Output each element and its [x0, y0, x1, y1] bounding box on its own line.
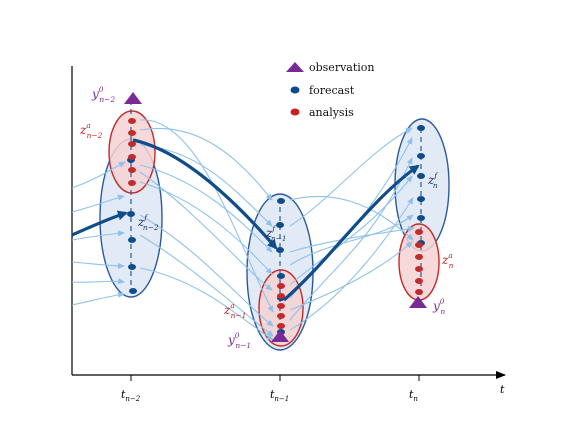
ensemble-trajectory [71, 161, 126, 189]
ensemble-trajectory [289, 225, 415, 253]
analysis-member [415, 266, 423, 272]
forecast-member [417, 215, 425, 221]
ensemble-trajectory [289, 197, 414, 331]
ensemble-trajectory [289, 127, 413, 227]
analysis-member [277, 313, 285, 319]
forecast-member [128, 264, 136, 270]
ensemble-trajectory [139, 119, 274, 313]
ensemble-trajectory [289, 214, 414, 266]
analysis-ellipse-n-2 [108, 110, 156, 194]
mean-trajectory-segment [132, 138, 278, 250]
time-axis-label: t [500, 383, 505, 396]
forecast-member [417, 153, 425, 159]
ensemble-trajectory [139, 171, 273, 291]
ensemble-trajectory [139, 234, 274, 337]
label-fc_n1: zf n−1 [265, 224, 287, 243]
forecast-member [277, 198, 285, 204]
observation-marker [124, 92, 142, 104]
forecast-member [277, 273, 285, 279]
legend-label: analysis [309, 106, 354, 119]
forecast-member [417, 196, 425, 202]
observation-marker [409, 296, 427, 308]
analysis-member [128, 167, 136, 173]
observations [124, 92, 427, 342]
analysis-member [128, 180, 136, 186]
ensemble-trajectory [71, 194, 125, 213]
label-fc_n: zf n [427, 171, 438, 190]
analysis-member [277, 293, 285, 299]
ensemble-trajectory [289, 241, 413, 311]
tick-label: tn−1 [270, 388, 289, 403]
forecast-member [417, 173, 425, 179]
analysis-member [415, 242, 423, 248]
label-obs_n2: y0 n−2 [91, 85, 115, 104]
mean-trajectory-segment [71, 210, 128, 237]
ensemble-trajectory [71, 278, 125, 285]
tick-label: tn−2 [121, 388, 141, 403]
ensemble-trajectory [139, 214, 274, 327]
ensemble-trajectory [139, 128, 273, 201]
analysis-member [277, 303, 285, 309]
forecast-member [276, 222, 284, 228]
legend-forecast-icon [290, 86, 300, 94]
analysis-member [128, 141, 136, 147]
mean-trajectory-segment [282, 164, 420, 302]
legend-label: observation [309, 61, 375, 74]
analysis-member [128, 154, 136, 160]
legend-analysis-icon [290, 108, 300, 116]
analysis-member [128, 118, 136, 124]
label-an_n2: za n−2 [79, 121, 103, 140]
mean-trajectory [71, 138, 420, 302]
forecast-member [128, 237, 136, 243]
forecast-member [129, 288, 137, 294]
forecast-member [127, 211, 135, 217]
label-obs_n1: y0 n−1 [227, 331, 251, 350]
ensemble-trajectory [71, 230, 125, 241]
ensemble-trajectory [289, 175, 413, 286]
math-labels: y0 n−2 za n−2 zf n−2 zf n−1 za n−1 y0 n−1 zf n za n y0 n [79, 85, 454, 350]
analysis-member [277, 283, 285, 289]
legend: observation forecast analysis [286, 61, 375, 119]
analysis-member [415, 289, 423, 295]
ensemble-trajectory [139, 267, 274, 341]
legend-label: forecast [309, 84, 355, 97]
tick-label: tn [409, 388, 418, 403]
ensemble-trajectory [289, 157, 413, 321]
ensemble-trajectory [289, 195, 414, 241]
ensemble-trajectory [139, 164, 273, 253]
tick-labels: tn−2 tn−1 tn [121, 388, 418, 403]
label-fc_n2: zf n−2 [137, 213, 159, 232]
analysis-member [415, 278, 423, 284]
analysis-member [277, 323, 285, 329]
analysis-member [415, 254, 423, 260]
forecast-member [417, 125, 425, 131]
label-obs_n: y0 n [432, 297, 445, 316]
observation-marker [271, 330, 289, 342]
forecast-member [276, 247, 284, 253]
label-an_n: za n [441, 251, 454, 270]
analysis-member [128, 130, 136, 136]
ensemble-trajectory [71, 261, 125, 269]
legend-observation-icon [286, 62, 304, 72]
label-an_n1: za n−1 [223, 301, 246, 320]
analysis-ellipse-n [398, 223, 440, 301]
analysis-member [415, 229, 423, 235]
ensemble-members [127, 118, 425, 335]
ensemble-trajectory [71, 291, 125, 306]
ensemble-trajectory [139, 181, 273, 275]
